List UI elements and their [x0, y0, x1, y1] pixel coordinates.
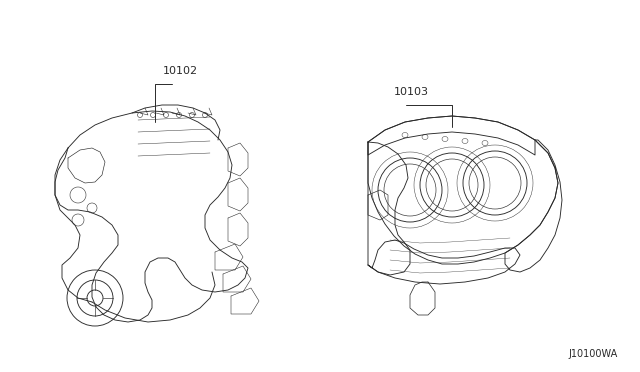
Text: 10102: 10102	[163, 66, 198, 76]
Text: J10100WA: J10100WA	[568, 349, 618, 359]
Text: 10103: 10103	[394, 87, 429, 97]
